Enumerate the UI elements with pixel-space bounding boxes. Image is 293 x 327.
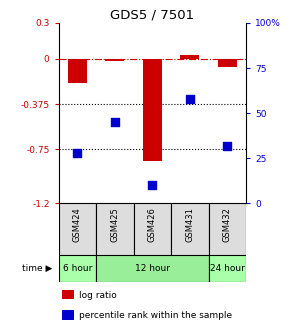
Text: GSM425: GSM425 (110, 208, 119, 242)
Bar (62, 310, 74, 319)
Bar (59, 203, 96, 254)
Bar (134, 203, 171, 254)
Bar (171, 203, 209, 254)
Bar (218, 59, 237, 67)
Bar (96, 203, 134, 254)
Text: GSM432: GSM432 (223, 208, 232, 242)
Bar (62, 290, 74, 299)
Text: GSM431: GSM431 (185, 208, 194, 242)
Bar (143, 59, 162, 161)
Bar (59, 254, 96, 282)
Text: 6 hour: 6 hour (63, 264, 92, 273)
Bar (209, 203, 246, 254)
Point (188, 96, 192, 101)
Text: GSM426: GSM426 (148, 208, 157, 242)
Bar (180, 55, 199, 59)
Text: time ▶: time ▶ (22, 264, 53, 273)
Point (150, 183, 155, 188)
Title: GDS5 / 7501: GDS5 / 7501 (110, 9, 195, 22)
Text: log ratio: log ratio (79, 291, 117, 300)
Bar (96, 254, 209, 282)
Text: GSM424: GSM424 (73, 208, 82, 242)
Text: percentile rank within the sample: percentile rank within the sample (79, 311, 232, 320)
Bar (68, 59, 87, 83)
Text: 12 hour: 12 hour (135, 264, 170, 273)
Bar (209, 254, 246, 282)
Bar (105, 59, 124, 61)
Text: 24 hour: 24 hour (210, 264, 245, 273)
Point (75, 150, 80, 155)
Point (113, 120, 117, 125)
Point (225, 143, 230, 148)
